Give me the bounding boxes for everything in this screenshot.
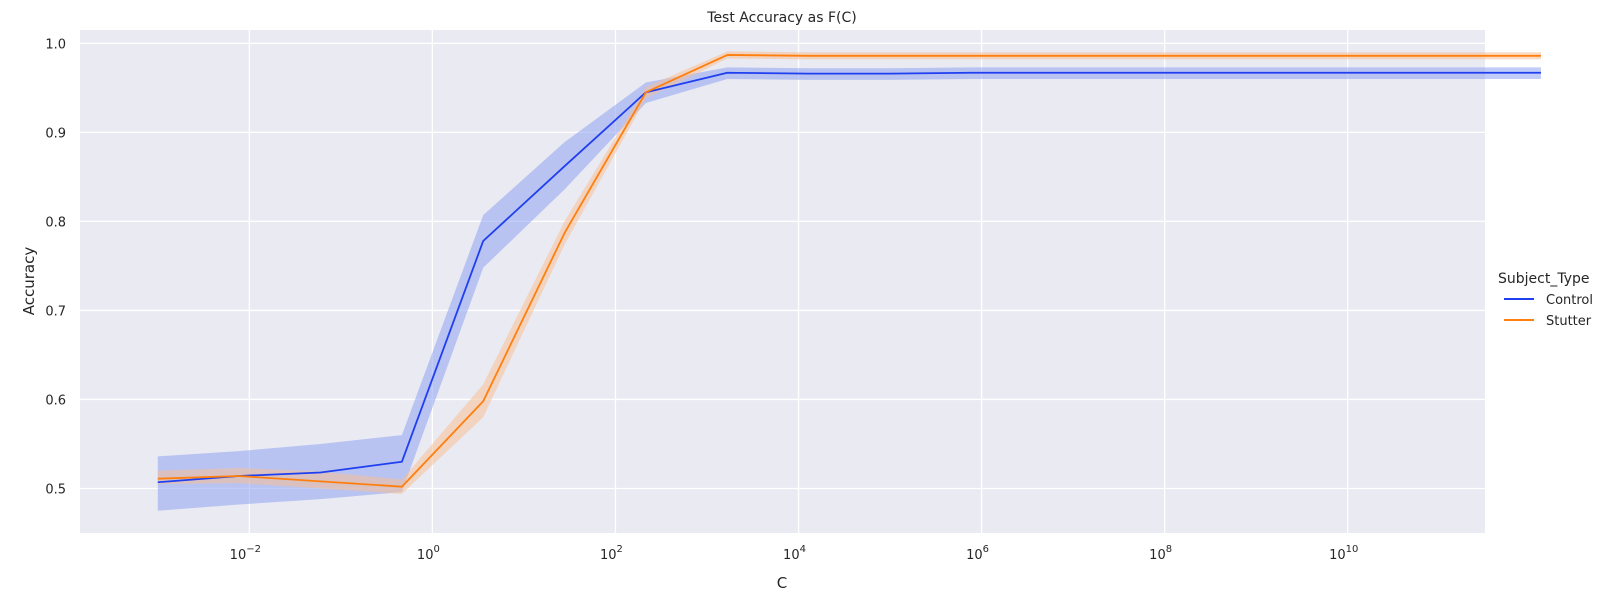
y-tick-label: 0.6 [45,393,66,408]
x-tick-label: 1010 [1329,544,1358,563]
series-line-stutter [157,54,1541,488]
x-tick-label: 102 [600,544,623,563]
band-control [157,67,1541,511]
x-tick-label: 108 [1149,544,1172,563]
confidence-bands [157,51,1541,511]
y-axis-label: Accuracy [20,247,38,316]
series-line-control [157,71,1541,484]
y-tick-label: 1.0 [45,37,66,52]
series-lines [157,54,1541,488]
legend: Subject_Type Control Stutter [1498,271,1593,329]
y-tick-labels: 0.5 0.6 0.7 0.8 0.9 1.0 [45,37,66,497]
y-tick-label: 0.9 [45,126,66,141]
legend-title: Subject_Type [1498,271,1590,287]
y-tick-label: 0.5 [45,482,66,497]
chart-title: Test Accuracy as F(C) [706,10,856,26]
x-axis-label: C [777,574,787,592]
legend-label-control: Control [1546,293,1593,308]
x-tick-labels: 10−2 100 102 104 106 108 1010 [230,544,1359,563]
x-tick-label: 104 [783,544,806,563]
x-tick-label: 10−2 [230,544,261,563]
y-tick-label: 0.8 [45,215,66,230]
y-tick-label: 0.7 [45,304,66,319]
x-tick-label: 106 [966,544,989,563]
x-tick-label: 100 [417,544,440,563]
legend-label-stutter: Stutter [1546,314,1592,329]
